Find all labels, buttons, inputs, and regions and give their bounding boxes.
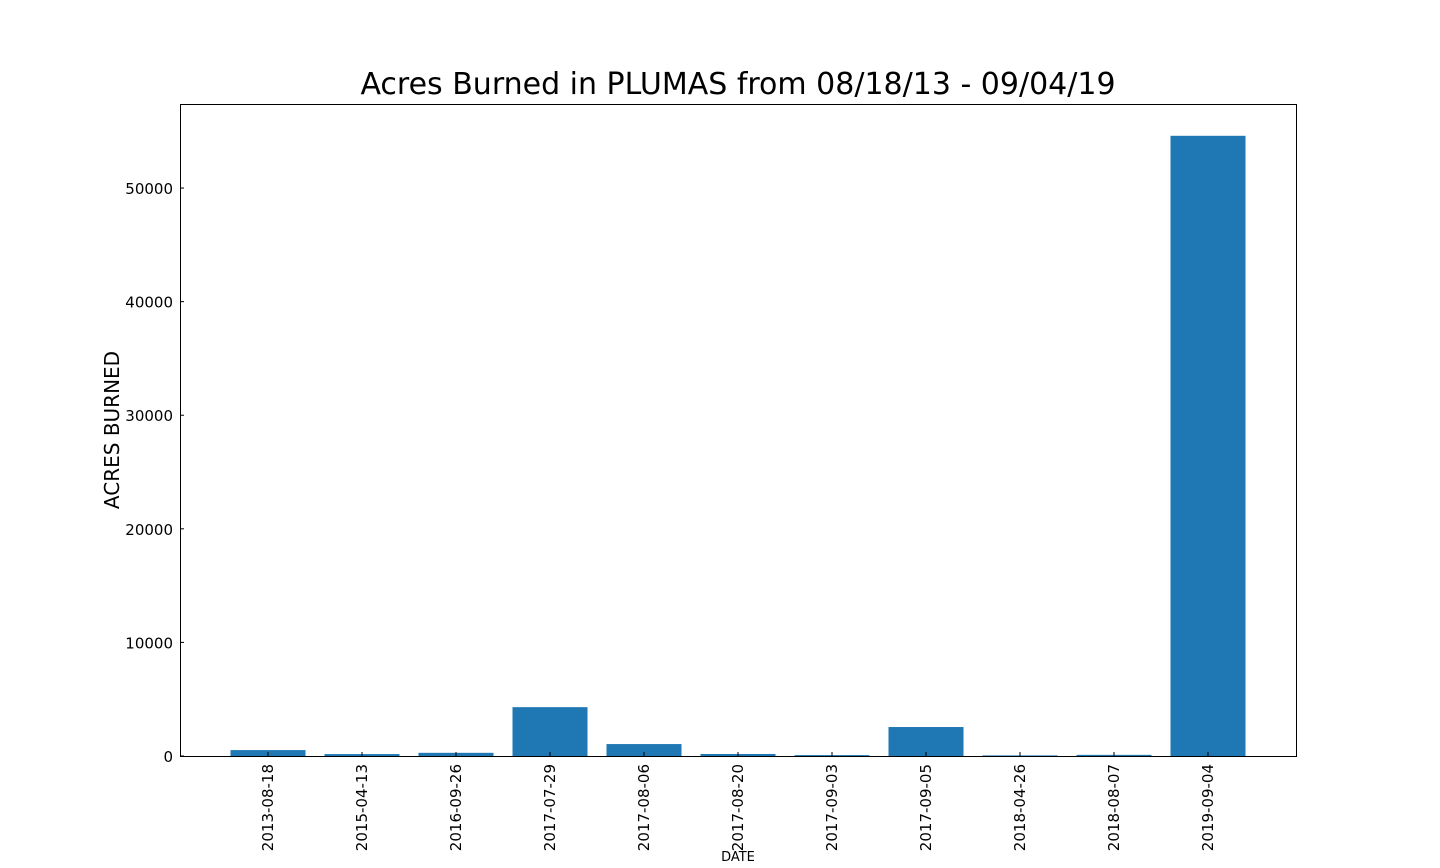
- bars-layer: [230, 135, 1246, 757]
- y-axis-label: ACRES BURNED: [100, 351, 124, 509]
- x-tick-label: 2013-08-18: [259, 764, 277, 851]
- bar-2019-09-04: [1170, 135, 1246, 757]
- y-tick-label: 40000: [125, 294, 173, 312]
- x-tick-label: 2015-04-13: [353, 764, 371, 851]
- bar-2017-07-29: [512, 707, 588, 756]
- x-tick-label: 2017-07-29: [541, 764, 559, 851]
- x-axis-label: DATE: [721, 850, 755, 864]
- y-tick-label: 20000: [125, 521, 173, 539]
- y-axis: 0 10000 20000 30000 40000 50000: [125, 180, 184, 766]
- x-tick-label: 2018-04-26: [1011, 764, 1029, 851]
- x-tick-label: 2019-09-04: [1199, 764, 1217, 851]
- x-tick-label: 2017-08-06: [635, 764, 653, 851]
- chart-title: Acres Burned in PLUMAS from 08/18/13 - 0…: [360, 67, 1115, 102]
- x-tick-label: 2018-08-07: [1105, 764, 1123, 851]
- x-tick-label: 2017-08-20: [729, 764, 747, 851]
- x-tick-label: 2017-09-03: [823, 764, 841, 851]
- plot-frame: [180, 104, 1297, 757]
- x-tick-label: 2017-09-05: [917, 764, 935, 851]
- bar-2017-08-06: [606, 744, 682, 756]
- y-tick-label: 0: [163, 748, 173, 766]
- y-tick-label: 10000: [125, 634, 173, 652]
- y-tick-label: 30000: [125, 407, 173, 425]
- y-tick-label: 50000: [125, 180, 173, 198]
- x-axis: 2013-08-18 2015-04-13 2016-09-26 2017-07-29…: [259, 752, 1217, 851]
- x-tick-label: 2016-09-26: [447, 764, 465, 851]
- bar-2017-09-05: [888, 727, 964, 756]
